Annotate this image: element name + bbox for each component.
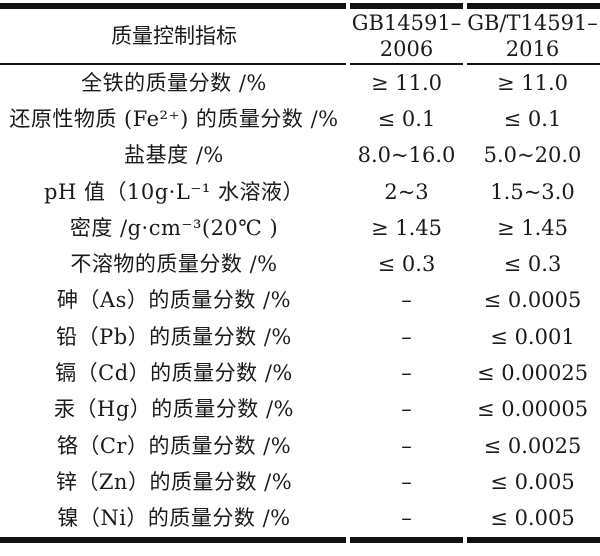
header-standard-2016-line1: GB/T14591–: [467, 11, 598, 35]
table-row: 镉（Cd）的质量分数 /% – ≤ 0.00025: [0, 355, 600, 391]
value-cell-2006: –: [401, 397, 412, 422]
indicator-cell: pH 值（10g·L⁻¹ 水溶液）: [44, 179, 304, 204]
header-standard-2016-line2: 2016: [505, 37, 560, 61]
table-row: 盐基度 /% 8.0~16.0 5.0~20.0: [0, 138, 600, 174]
header-standard-2006-line2: 2006: [379, 37, 434, 61]
indicator-cell: 砷（As）的质量分数 /%: [56, 288, 292, 313]
indicator-cell: 镍（Ni）的质量分数 /%: [57, 506, 291, 531]
table-row: 全铁的质量分数 /% ≥ 11.0 ≥ 11.0: [0, 65, 600, 101]
value-cell-2016: 5.0~20.0: [483, 143, 582, 168]
indicator-cell: 不溶物的质量分数 /%: [70, 252, 278, 277]
rule-segment: [467, 3, 600, 9]
value-cell-2006: ≥ 11.0: [370, 70, 443, 95]
indicator-cell: 全铁的质量分数 /%: [81, 70, 267, 95]
indicator-cell: 铅（Pb）的质量分数 /%: [56, 324, 292, 349]
value-cell-2016: ≥ 1.45: [496, 215, 569, 240]
value-cell-2006: 2~3: [384, 179, 429, 204]
table-row: 密度 /g·cm⁻³(20℃ ) ≥ 1.45 ≥ 1.45: [0, 210, 600, 246]
value-cell-2016: ≥ 11.0: [496, 70, 569, 95]
table-row: 锌（Zn）的质量分数 /% – ≤ 0.005: [0, 464, 600, 500]
indicator-cell: 锌（Zn）的质量分数 /%: [55, 469, 293, 494]
indicator-cell: 铬（Cr）的质量分数 /%: [56, 433, 292, 458]
value-cell-2006: –: [401, 288, 412, 313]
table-row: pH 值（10g·L⁻¹ 水溶液） 2~3 1.5~3.0: [0, 174, 600, 210]
value-cell-2006: –: [401, 469, 412, 494]
table-body: 全铁的质量分数 /% ≥ 11.0 ≥ 11.0 还原性物质 (Fe²⁺) 的质…: [0, 65, 600, 537]
rule-segment: [350, 3, 463, 9]
header-standard-2006: GB14591– 2006: [348, 10, 465, 62]
value-cell-2016: ≤ 0.1: [503, 106, 562, 131]
indicator-cell: 汞（Hg）的质量分数 /%: [54, 397, 294, 422]
rule-segment: [467, 536, 600, 543]
value-cell-2006: ≤ 0.3: [377, 252, 436, 277]
rule-segment: [350, 63, 463, 65]
table-row: 还原性物质 (Fe²⁺) 的质量分数 /% ≤ 0.1 ≤ 0.1: [0, 101, 600, 137]
value-cell-2016: ≤ 0.00005: [476, 397, 589, 422]
value-cell-2016: 1.5~3.0: [490, 179, 575, 204]
quality-control-table: 质量控制指标 GB14591– 2006 GB/T14591– 2016 全铁的…: [0, 3, 600, 543]
table-row: 不溶物的质量分数 /% ≤ 0.3 ≤ 0.3: [0, 246, 600, 282]
value-cell-2006: –: [401, 506, 412, 531]
value-cell-2016: ≤ 0.005: [490, 506, 575, 531]
value-cell-2006: –: [401, 361, 412, 386]
table-row: 铬（Cr）的质量分数 /% – ≤ 0.0025: [0, 428, 600, 464]
rule-segment: [0, 63, 346, 65]
value-cell-2016: ≤ 0.0025: [483, 433, 582, 458]
value-cell-2016: ≤ 0.0005: [483, 288, 582, 313]
table-top-rule: [0, 3, 600, 9]
header-standard-2016: GB/T14591– 2016: [465, 10, 600, 62]
table-row: 铅（Pb）的质量分数 /% – ≤ 0.001: [0, 319, 600, 355]
indicator-cell: 密度 /g·cm⁻³(20℃ ): [69, 215, 279, 240]
rule-segment: [350, 536, 463, 543]
header-standard-2006-line1: GB14591–: [351, 11, 462, 35]
header-separator-rule: [0, 63, 600, 65]
rule-segment: [0, 536, 346, 543]
table-row: 汞（Hg）的质量分数 /% – ≤ 0.00005: [0, 392, 600, 428]
table-header-row: 质量控制指标 GB14591– 2006 GB/T14591– 2016: [0, 9, 600, 63]
value-cell-2016: ≤ 0.00025: [476, 361, 589, 386]
value-cell-2006: ≥ 1.45: [370, 215, 443, 240]
value-cell-2006: –: [401, 433, 412, 458]
indicator-cell: 还原性物质 (Fe²⁺) 的质量分数 /%: [9, 106, 339, 131]
table-row: 砷（As）的质量分数 /% – ≤ 0.0005: [0, 283, 600, 319]
value-cell-2006: –: [401, 324, 412, 349]
table-row: 镍（Ni）的质量分数 /% – ≤ 0.005: [0, 501, 600, 537]
rule-segment: [467, 63, 600, 65]
indicator-cell: 盐基度 /%: [124, 143, 224, 168]
header-indicator: 质量控制指标: [111, 24, 237, 48]
value-cell-2006: 8.0~16.0: [357, 143, 456, 168]
indicator-cell: 镉（Cd）的质量分数 /%: [55, 361, 293, 386]
value-cell-2016: ≤ 0.001: [490, 324, 575, 349]
value-cell-2016: ≤ 0.3: [503, 252, 562, 277]
rule-segment: [0, 3, 346, 9]
table-bottom-rule: [0, 536, 600, 543]
value-cell-2006: ≤ 0.1: [377, 106, 436, 131]
value-cell-2016: ≤ 0.005: [490, 469, 575, 494]
